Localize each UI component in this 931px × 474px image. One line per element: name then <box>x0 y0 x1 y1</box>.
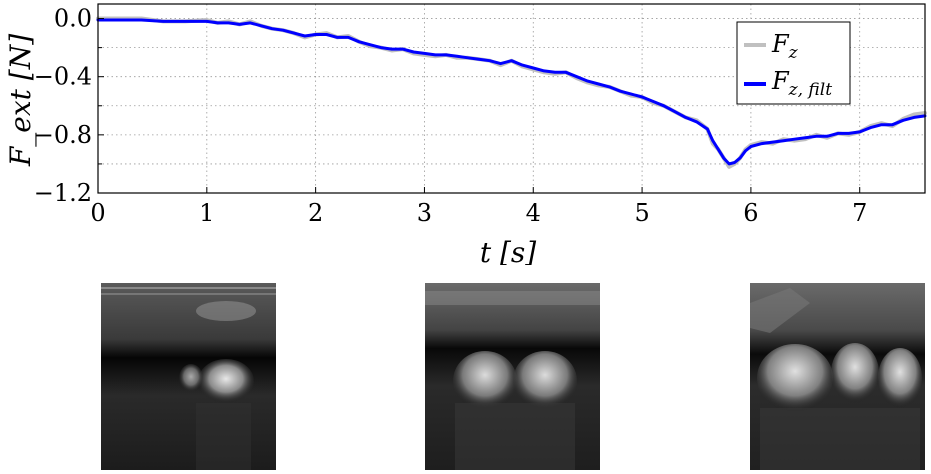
y-tick-label: 0.0 <box>54 5 92 33</box>
x-tick-label: 3 <box>417 199 432 227</box>
legend: Fz Fz, filt <box>736 21 851 105</box>
ultrasound-image-3 <box>750 283 925 470</box>
tick-labels: 0 1 2 3 4 5 6 7 0.0 −0.4 −0.8 −1.2 <box>34 5 868 227</box>
ticks <box>97 18 861 194</box>
x-tick-label: 5 <box>634 199 649 227</box>
legend-label-fz: Fz <box>771 30 799 63</box>
x-tick-label: 1 <box>199 199 214 227</box>
plot-frame <box>97 3 926 194</box>
series-layer <box>96 16 927 169</box>
y-tick-label: −0.4 <box>34 63 92 91</box>
ultrasound-image-1 <box>101 283 276 470</box>
y-tick-label: −1.2 <box>34 179 92 207</box>
x-tick-label: 4 <box>526 199 541 227</box>
series-fz-filt-line <box>96 18 927 166</box>
y-tick-label: −0.8 <box>34 121 92 149</box>
x-axis-label: t [s] <box>480 236 536 265</box>
x-tick-label: 0 <box>90 199 105 227</box>
ultrasound-image-2 <box>425 283 600 470</box>
x-tick-label: 7 <box>852 199 867 227</box>
legend-label-fz-filt: Fz, filt <box>771 67 832 100</box>
force-chart: 0 1 2 3 4 5 6 70.0−0.4−0.8−1.2 t [s] F_ext [N] … <box>4 3 927 265</box>
x-tick-label: 6 <box>743 199 758 227</box>
y-axis-label: F_ext [N] <box>4 34 37 167</box>
legend-box <box>736 21 851 105</box>
x-tick-label: 2 <box>308 199 323 227</box>
